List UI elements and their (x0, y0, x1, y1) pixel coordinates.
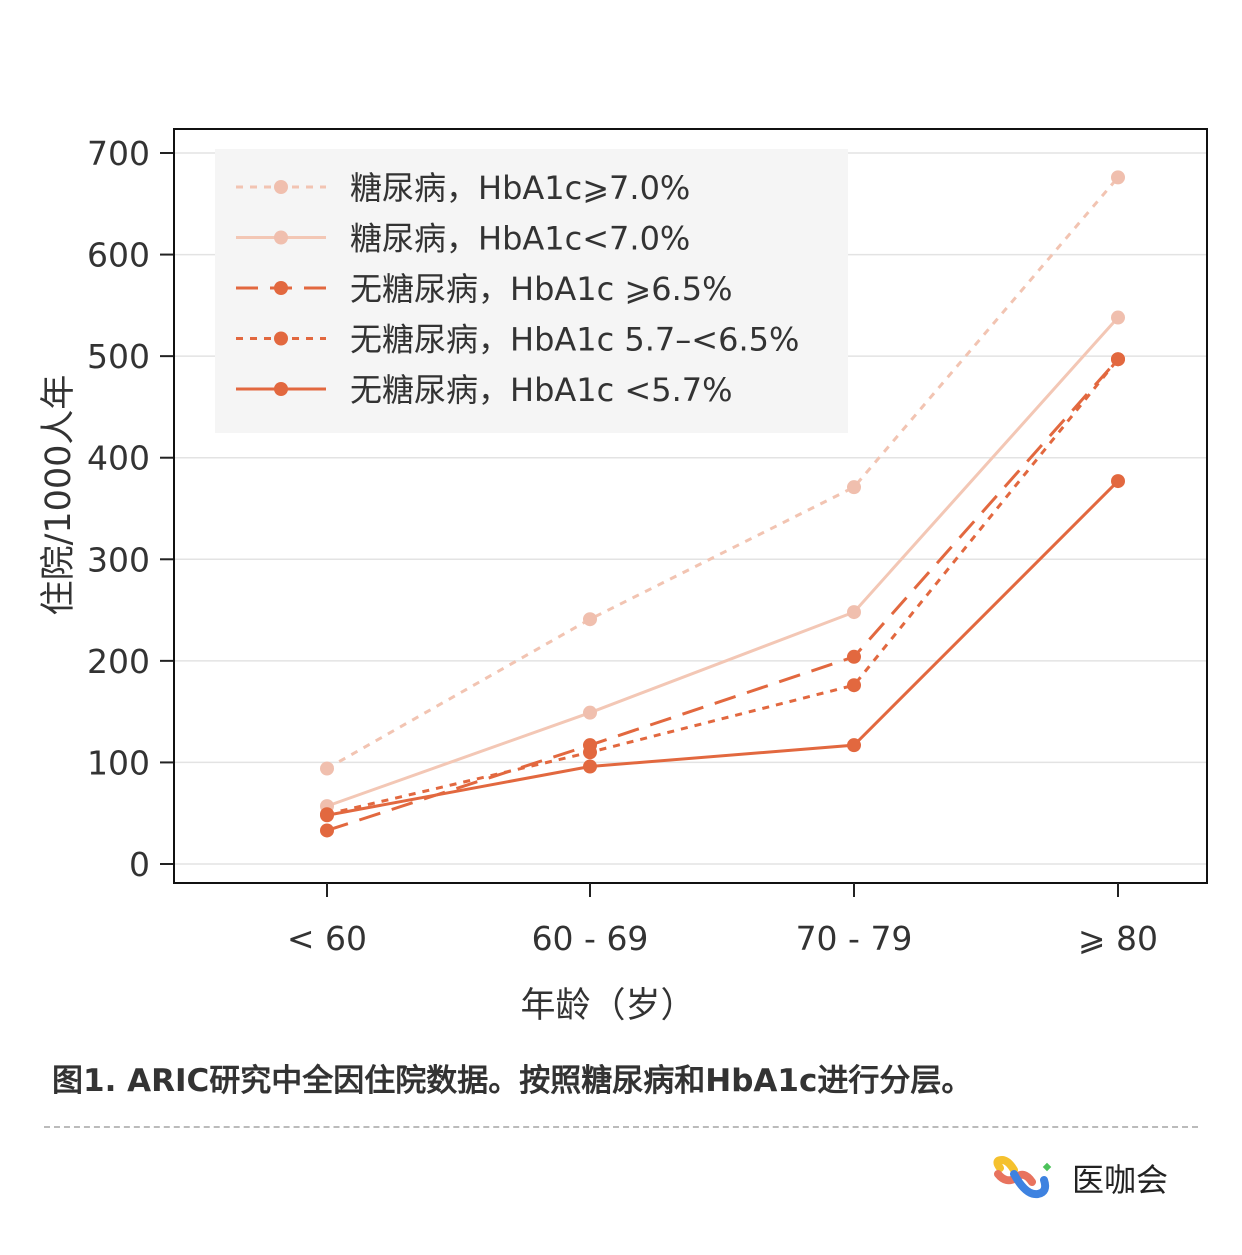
x-tick-label: < 60 (287, 919, 367, 958)
legend-box (215, 149, 848, 433)
figure-caption: 图1. ARIC研究中全因住院数据。按照糖尿病和HbA1c进行分层。 (52, 1063, 973, 1099)
plot-frame (173, 128, 1208, 884)
y-tick-label: 500 (87, 337, 150, 376)
data-point (847, 480, 861, 495)
legend-label: 糖尿病，HbA1c<7.0% (350, 220, 690, 258)
legend-label: 无糖尿病，HbA1c ⩾6.5% (350, 270, 733, 308)
data-point (320, 823, 334, 838)
y-tick-label: 0 (129, 845, 150, 884)
y-tick-label: 300 (87, 540, 150, 579)
legend-label: 无糖尿病，HbA1c <5.7% (350, 371, 733, 409)
y-tick-label: 700 (87, 134, 150, 173)
x-tick-label: ⩾ 80 (1078, 919, 1158, 958)
y-tick-label: 200 (87, 642, 150, 681)
data-point (847, 649, 861, 664)
y-tick-label: 100 (87, 743, 150, 782)
data-point (847, 738, 861, 753)
series-line (326, 316, 1120, 808)
legend-marker (274, 281, 288, 295)
series-line (326, 358, 1120, 816)
legend-marker (274, 382, 288, 396)
data-point (847, 605, 861, 620)
legend-marker (274, 180, 288, 194)
series-line (326, 358, 1120, 832)
data-point (1111, 474, 1125, 489)
data-point (1111, 310, 1125, 325)
y-tick-label: 600 (87, 236, 150, 275)
data-point (1111, 352, 1125, 367)
series-line (326, 480, 1120, 817)
x-tick-label: 70 - 79 (796, 919, 913, 958)
logo-icon (993, 1155, 1052, 1198)
legend-label: 无糖尿病，HbA1c 5.7–<6.5% (350, 321, 799, 359)
data-point (583, 759, 597, 774)
data-point (1111, 170, 1125, 185)
data-point (583, 745, 597, 760)
x-axis-label: 年龄（岁） (520, 986, 695, 1026)
data-point (320, 761, 334, 776)
data-point (583, 705, 597, 720)
data-point (583, 612, 597, 627)
data-point (320, 808, 334, 823)
x-tick-label: 60 - 69 (532, 919, 649, 958)
legend-label: 糖尿病，HbA1c⩾7.0% (350, 169, 690, 207)
data-point (847, 678, 861, 693)
brand-name: 医咖会 (1072, 1161, 1169, 1199)
y-axis-label: 住院/1000人年 (39, 375, 79, 616)
legend-marker (274, 331, 288, 346)
divider (44, 1126, 1198, 1128)
series-line (326, 176, 1120, 770)
brand-logo: 医咖会 (990, 1155, 1168, 1201)
line-chart: 0 100 200 300 400 500 600 700 < 60 60 - 69 70 - 79… (39, 128, 1208, 1026)
legend-marker (274, 230, 288, 245)
y-tick-label: 400 (87, 439, 150, 478)
